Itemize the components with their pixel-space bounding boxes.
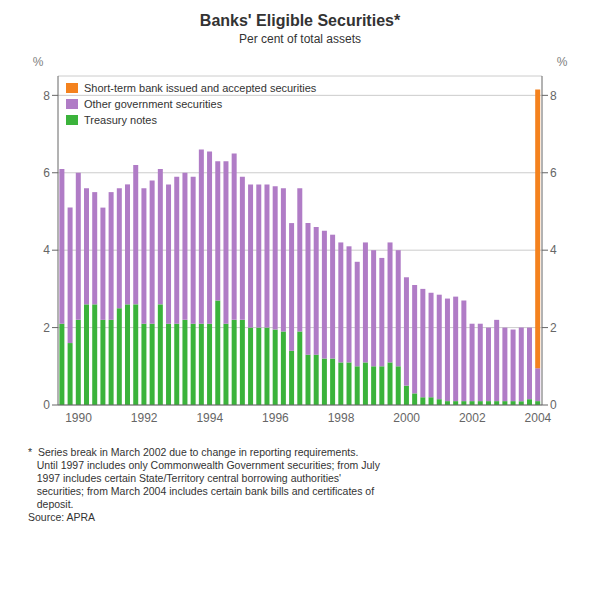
svg-text:6: 6 [43,166,50,180]
svg-text:2002: 2002 [459,411,486,425]
html-text:Other government securities: Other government securities [84,98,223,110]
svg-text:2: 2 [550,321,557,335]
svg-text:1996: 1996 [262,411,289,425]
svg-text:4: 4 [43,243,50,257]
html-text:Source: APRA: Source: APRA [28,511,96,523]
html-text:Banks' Eligible Securities*: Banks' Eligible Securities* [199,12,401,29]
svg-text:4: 4 [550,243,557,257]
html-text:Per cent of total assets: Per cent of total assets [239,32,361,46]
svg-text:1998: 1998 [328,411,355,425]
svg-text:2: 2 [43,321,50,335]
svg-text:%: % [557,55,568,69]
svg-text:8: 8 [43,89,50,103]
svg-text:1992: 1992 [131,411,158,425]
svg-text:0: 0 [550,398,557,412]
svg-text:%: % [33,55,44,69]
html-text:Short-term bank issued and acc: Short-term bank issued and accepted secu… [84,82,317,94]
html-text:* Series break in March 2002 d: * Series break in March 2002 due to chan… [28,446,380,510]
svg-text:8: 8 [550,89,557,103]
svg-text:2000: 2000 [393,411,420,425]
svg-text:1994: 1994 [196,411,223,425]
svg-text:1990: 1990 [65,411,92,425]
svg-text:6: 6 [550,166,557,180]
html-text:Treasury notes: Treasury notes [84,114,157,126]
svg-text:2004: 2004 [525,411,552,425]
svg-text:0: 0 [43,398,50,412]
